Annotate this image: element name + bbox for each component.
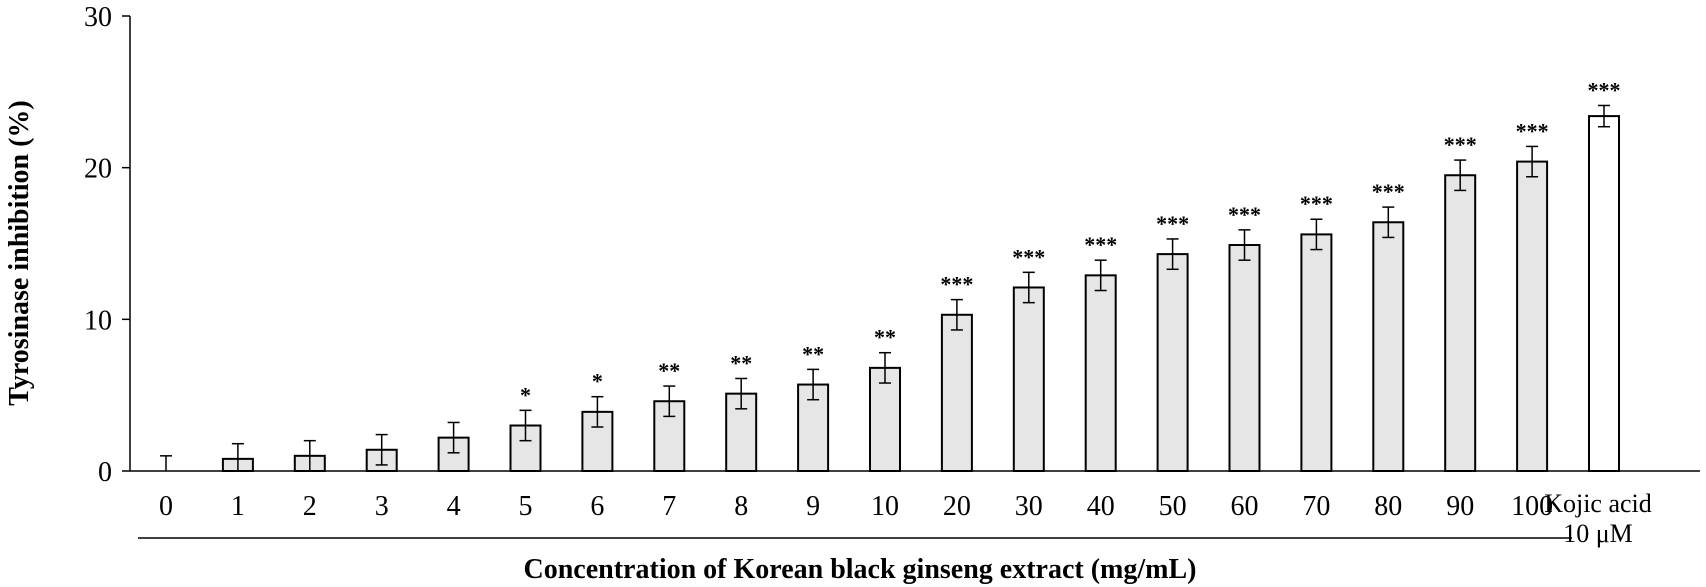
significance-label-9: ** <box>802 341 824 366</box>
significance-label-10: ** <box>874 325 896 350</box>
significance-label-14: *** <box>1156 211 1189 236</box>
bar-6 <box>581 410 614 473</box>
bar-13 <box>1084 274 1117 472</box>
significance-label-20: *** <box>1588 77 1621 102</box>
category-label-19: 100 <box>1511 491 1553 522</box>
category-label-1: 1 <box>231 491 245 522</box>
category-label-16: 70 <box>1302 491 1330 522</box>
category-label-7: 7 <box>662 491 676 522</box>
significance-label-17: *** <box>1372 179 1405 204</box>
category-label-kojic-line-1: 10 μM <box>1563 519 1633 548</box>
significance-label-16: *** <box>1300 191 1333 216</box>
category-label-15: 60 <box>1231 491 1259 522</box>
category-label-5: 5 <box>519 491 533 522</box>
category-label-11: 20 <box>943 491 971 522</box>
bar-15 <box>1228 244 1261 472</box>
significance-label-13: *** <box>1084 232 1117 257</box>
significance-label-6: * <box>592 369 603 394</box>
significance-label-7: ** <box>658 358 680 383</box>
bar-12 <box>1012 286 1045 472</box>
category-label-13: 40 <box>1087 491 1115 522</box>
y-tick-label-0: 0 <box>98 457 112 488</box>
significance-label-11: *** <box>940 272 973 297</box>
bar-14 <box>1156 253 1189 472</box>
category-label-14: 50 <box>1159 491 1187 522</box>
category-label-10: 10 <box>871 491 899 522</box>
category-label-18: 90 <box>1446 491 1474 522</box>
category-label-6: 6 <box>590 491 604 522</box>
category-label-0: 0 <box>159 491 173 522</box>
bar-4 <box>437 436 470 472</box>
bars-group <box>221 115 1620 473</box>
bar-11 <box>940 313 973 472</box>
significance-label-18: *** <box>1444 132 1477 157</box>
significance-label-15: *** <box>1228 202 1261 227</box>
bar-17 <box>1372 221 1405 472</box>
category-label-17: 80 <box>1374 491 1402 522</box>
y-axis: 0 10 20 30 <box>84 2 131 488</box>
significance-label-8: ** <box>730 350 752 375</box>
y-axis-title: Tyrosinase inhibition (%) <box>4 100 35 405</box>
bar-19 <box>1516 160 1549 472</box>
y-tick-label-10: 10 <box>84 305 112 336</box>
significance-label-19: *** <box>1516 118 1549 143</box>
y-tick-label-30: 30 <box>84 2 112 33</box>
category-label-4: 4 <box>447 491 461 522</box>
y-tick-label-20: 20 <box>84 154 112 185</box>
category-label-8: 8 <box>734 491 748 522</box>
significance-label-12: *** <box>1012 244 1045 269</box>
bar-16 <box>1300 233 1333 472</box>
bar-18 <box>1444 174 1477 472</box>
category-label-2: 2 <box>303 491 317 522</box>
bar-20 <box>1588 115 1620 472</box>
category-label-12: 30 <box>1015 491 1043 522</box>
x-axis-title: Concentration of Korean black ginseng ex… <box>524 554 1197 585</box>
category-label-3: 3 <box>375 491 389 522</box>
significance-labels-group: ** ** ** ********** ****** *** *** ************ <box>520 77 1621 407</box>
category-label-9: 9 <box>806 491 820 522</box>
category-label-kojic-line-0: Kojic acid <box>1544 489 1652 518</box>
significance-label-5: * <box>520 382 531 407</box>
error-bars-group <box>160 104 1610 471</box>
